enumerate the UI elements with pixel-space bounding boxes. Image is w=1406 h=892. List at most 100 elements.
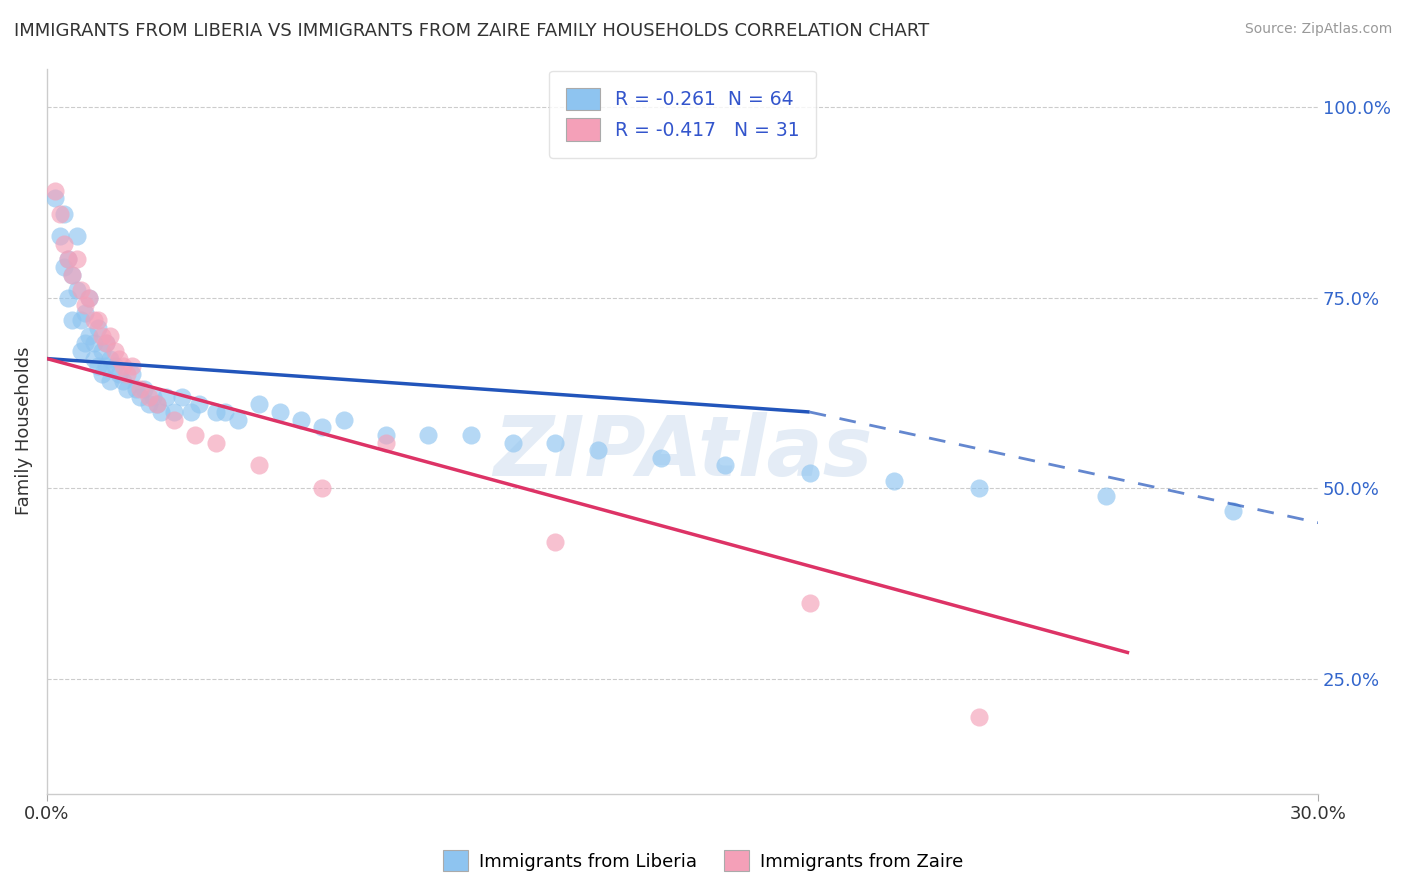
- Legend: R = -0.261  N = 64, R = -0.417   N = 31: R = -0.261 N = 64, R = -0.417 N = 31: [548, 70, 815, 158]
- Point: [48, 229, 70, 244]
- Point: [91, 328, 114, 343]
- Point: [188, 397, 211, 411]
- Legend: Immigrants from Liberia, Immigrants from Zaire: Immigrants from Liberia, Immigrants from…: [436, 843, 970, 879]
- Point: [332, 412, 354, 426]
- Point: [117, 367, 139, 381]
- Point: [44, 191, 66, 205]
- Point: [502, 435, 524, 450]
- Point: [100, 351, 122, 366]
- Point: [60, 268, 83, 282]
- Point: [1222, 504, 1244, 518]
- Point: [883, 474, 905, 488]
- Point: [108, 351, 131, 366]
- Point: [104, 343, 127, 358]
- Point: [83, 351, 105, 366]
- Point: [83, 313, 105, 327]
- Point: [87, 321, 110, 335]
- Point: [77, 328, 100, 343]
- Point: [138, 390, 160, 404]
- Point: [117, 382, 139, 396]
- Point: [247, 458, 270, 473]
- Point: [460, 428, 482, 442]
- Y-axis label: Family Households: Family Households: [15, 347, 32, 516]
- Point: [650, 450, 672, 465]
- Point: [269, 405, 291, 419]
- Point: [146, 397, 169, 411]
- Point: [142, 390, 165, 404]
- Point: [87, 313, 110, 327]
- Point: [544, 435, 567, 450]
- Point: [121, 367, 143, 381]
- Point: [96, 359, 118, 374]
- Point: [69, 313, 91, 327]
- Point: [104, 359, 127, 374]
- Point: [134, 382, 156, 396]
- Point: [967, 481, 990, 495]
- Point: [77, 291, 100, 305]
- Point: [205, 435, 228, 450]
- Point: [799, 596, 821, 610]
- Point: [214, 405, 236, 419]
- Point: [125, 382, 148, 396]
- Point: [87, 359, 110, 374]
- Point: [91, 367, 114, 381]
- Point: [44, 184, 66, 198]
- Text: ZIPAtlas: ZIPAtlas: [494, 412, 872, 493]
- Point: [56, 252, 79, 267]
- Point: [112, 359, 135, 374]
- Point: [65, 229, 87, 244]
- Point: [311, 481, 333, 495]
- Point: [967, 710, 990, 724]
- Point: [60, 313, 83, 327]
- Point: [374, 428, 396, 442]
- Point: [65, 252, 87, 267]
- Point: [73, 306, 96, 320]
- Point: [60, 268, 83, 282]
- Point: [172, 390, 194, 404]
- Point: [52, 237, 75, 252]
- Point: [69, 283, 91, 297]
- Point: [121, 359, 143, 374]
- Point: [129, 390, 152, 404]
- Point: [418, 428, 440, 442]
- Point: [150, 405, 173, 419]
- Point: [108, 367, 131, 381]
- Point: [146, 397, 169, 411]
- Point: [180, 405, 202, 419]
- Point: [155, 390, 177, 404]
- Point: [205, 405, 228, 419]
- Text: Source: ZipAtlas.com: Source: ZipAtlas.com: [1244, 22, 1392, 37]
- Point: [96, 336, 118, 351]
- Point: [1095, 489, 1118, 503]
- Point: [290, 412, 312, 426]
- Point: [100, 375, 122, 389]
- Point: [799, 466, 821, 480]
- Point: [73, 298, 96, 312]
- Point: [77, 291, 100, 305]
- Point: [226, 412, 249, 426]
- Point: [247, 397, 270, 411]
- Point: [56, 291, 79, 305]
- Point: [83, 336, 105, 351]
- Point: [311, 420, 333, 434]
- Point: [56, 252, 79, 267]
- Point: [73, 336, 96, 351]
- Point: [374, 435, 396, 450]
- Point: [48, 206, 70, 220]
- Point: [52, 260, 75, 274]
- Point: [184, 428, 207, 442]
- Point: [100, 328, 122, 343]
- Point: [112, 375, 135, 389]
- Point: [163, 405, 186, 419]
- Point: [163, 412, 186, 426]
- Point: [138, 397, 160, 411]
- Point: [96, 336, 118, 351]
- Point: [52, 206, 75, 220]
- Point: [65, 283, 87, 297]
- Point: [586, 443, 609, 458]
- Point: [714, 458, 737, 473]
- Point: [129, 382, 152, 396]
- Point: [544, 534, 567, 549]
- Point: [91, 343, 114, 358]
- Point: [69, 343, 91, 358]
